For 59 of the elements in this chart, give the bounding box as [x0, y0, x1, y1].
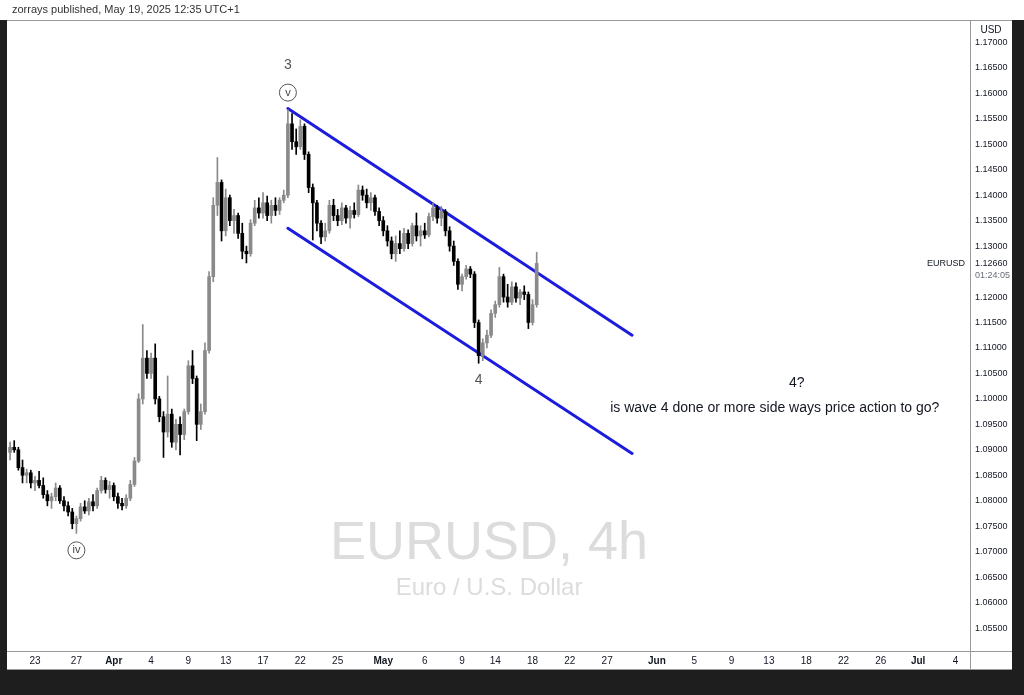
y-tick-label: 1.10000	[975, 393, 1008, 404]
y-tick-label: 1.10500	[975, 367, 1008, 378]
y-tick-label: 1.14500	[975, 164, 1008, 175]
annotation: EURUSD	[926, 257, 966, 268]
y-tick-label: 1.08500	[975, 469, 1008, 480]
y-tick-label: 1.16000	[975, 87, 1008, 98]
x-tick-label: 18	[800, 654, 813, 666]
x-tick-label: 22	[837, 654, 850, 666]
annotation: is wave 4 done or more side ways price action to go?	[610, 399, 940, 416]
x-tick-label: 14	[489, 654, 502, 666]
y-tick-label: 1.16500	[975, 62, 1008, 73]
x-tick-label: 23	[29, 654, 41, 666]
x-tick-label: Apr	[105, 654, 123, 666]
y-tick-label: 1.05500	[975, 622, 1008, 633]
y-tick-label: 1.12000	[975, 291, 1008, 302]
y-tick-label: 1.11500	[975, 316, 1007, 327]
x-tick-label: 22	[564, 654, 576, 666]
y-tick-label: 1.06500	[975, 571, 1008, 582]
y-tick-label: 1.06000	[975, 597, 1008, 608]
y-tick-label: 1.14000	[975, 189, 1008, 200]
y-tick-label: 1.09500	[975, 418, 1008, 429]
x-tick-label: May	[373, 654, 394, 666]
y-tick-label: 1.12660	[975, 257, 1008, 268]
x-tick-label: 27	[601, 654, 614, 666]
text: 01:24:05	[975, 269, 1011, 280]
annotation: 4	[474, 371, 483, 388]
x-tick-label: 13	[220, 654, 232, 666]
x-tick-label: 17	[257, 654, 270, 666]
x-tick-label: 9	[459, 654, 466, 666]
y-tick-label: 1.08000	[975, 495, 1008, 506]
x-tick-label: 9	[728, 654, 735, 666]
x-tick-label: 4	[952, 654, 959, 666]
x-tick-label: Jul	[910, 654, 926, 666]
annotation: v	[285, 85, 292, 98]
y-tick-label: 1.15000	[975, 138, 1008, 149]
x-tick-label: Jun	[648, 654, 666, 666]
annotation: 3	[283, 56, 292, 73]
y-tick-label: 1.09000	[975, 444, 1008, 455]
y-tick-label: 1.07500	[975, 520, 1008, 531]
x-tick-label: 22	[294, 654, 307, 666]
annotation: iv	[72, 543, 81, 556]
y-tick-label: 1.13500	[975, 215, 1008, 226]
x-tick-label: 27	[70, 654, 83, 666]
x-tick-label: 18	[526, 654, 539, 666]
x-tick-label: 6	[421, 654, 428, 666]
x-tick-label: 26	[875, 654, 887, 666]
y-axis-title: USD	[980, 23, 1002, 35]
y-tick-label: 1.07000	[975, 546, 1008, 557]
y-tick-label: 1.11000	[975, 342, 1007, 353]
x-tick-label: 13	[763, 654, 775, 666]
y-tick-label: 1.13000	[975, 240, 1008, 251]
annotation: 4?	[789, 373, 805, 390]
text: zorrays published, May 19, 2025 12:35 UTC+1	[12, 3, 240, 16]
x-tick-label: 9	[185, 654, 192, 666]
y-tick-label: 1.17000	[975, 36, 1008, 47]
x-tick-label: 4	[148, 654, 155, 666]
y-tick-label: 1.15500	[975, 113, 1008, 124]
x-tick-label: 5	[691, 654, 698, 666]
x-tick-label: 25	[332, 654, 344, 666]
